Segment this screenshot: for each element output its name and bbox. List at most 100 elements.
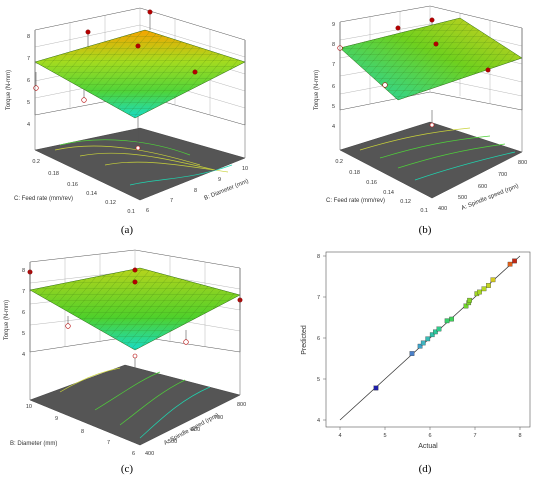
panel-b-zticks: 4 5 6 7 8 9 (332, 22, 335, 130)
y-tick-label: 4 (317, 418, 320, 424)
x-tick-label: 7 (473, 433, 476, 439)
scatter-point (477, 289, 482, 295)
panel-b-ylabel: C: Feed rate (mm/rev) (326, 198, 385, 204)
tick-label: 6 (22, 310, 25, 316)
x-tick-label: 6 (428, 433, 431, 439)
tick-label: 7 (22, 289, 25, 295)
tick-label: 9 (332, 22, 335, 28)
tick-label: 8 (332, 42, 335, 48)
y-tick-label: 5 (317, 377, 320, 383)
panel-b: 4 5 6 7 8 9 Torque (N-mm) 400 500 600 70… (314, 5, 527, 236)
tick-label: 0.14 (86, 191, 97, 197)
scatter-point (433, 329, 438, 335)
tick-label: 7 (107, 440, 110, 446)
tick-label: 8 (194, 188, 197, 194)
tick-label: 7 (27, 56, 30, 62)
panel-a-xticks: 6 7 8 9 10 (146, 166, 248, 214)
panel-d: 4 5 6 7 8 4 5 6 7 8 Actual Predicted (d) (301, 251, 531, 475)
panel-c-floor (29, 364, 241, 446)
scatter-point (512, 258, 517, 264)
tick-label: 4 (332, 124, 335, 130)
tick-label: 600 (191, 427, 200, 433)
panel-a-yticks: 0.1 0.12 0.14 0.16 0.18 0.2 (32, 159, 135, 215)
panel-b-points (337, 17, 491, 128)
scatter-point (481, 286, 487, 292)
scatter-point (417, 343, 423, 349)
tick-label: 10 (26, 404, 32, 410)
panel-c-yticks: 6 7 8 9 10 (26, 404, 135, 457)
scatter-point (444, 318, 450, 324)
tick-label: 9 (55, 416, 58, 422)
x-tick-label: 8 (518, 433, 521, 439)
panel-c-zticks: 4 5 6 7 8 (22, 268, 25, 358)
x-tick-label: 4 (338, 433, 341, 439)
panel-a-zlabel: Torque (N-mm) (6, 70, 12, 110)
tick-label: 6 (132, 451, 135, 457)
panel-a-points (33, 9, 198, 151)
panel-c-ylabel: B: Diameter (mm) (10, 441, 57, 447)
panel-b-xticks: 400 500 600 700 800 (438, 160, 527, 212)
panel-a-zticks: 4 5 6 7 8 (27, 34, 30, 128)
panel-a-ylabel: C: Feed rate (mm/rev) (14, 196, 73, 202)
tick-label: 700 (498, 172, 507, 178)
tick-label: 600 (478, 184, 487, 190)
tick-label: 0.14 (383, 190, 394, 196)
tick-label: 500 (458, 195, 467, 201)
tick-label: 400 (145, 451, 154, 457)
panel-c-contours (59, 367, 211, 439)
scatter-point (463, 303, 469, 309)
tick-label: 10 (242, 166, 248, 172)
tick-label: 500 (168, 439, 177, 445)
tick-label: 4 (27, 122, 30, 128)
tick-label: 0.2 (32, 159, 40, 165)
panel-d-points (373, 258, 517, 391)
tick-label: 0.18 (349, 170, 360, 176)
tick-label: 0.2 (335, 159, 343, 165)
scatter-point (507, 261, 513, 267)
panel-a: 4 5 6 7 8 Torque (N-mm) 6 7 8 9 10 B: Di… (6, 7, 250, 236)
x-tick-label: 5 (383, 433, 386, 439)
tick-label: 5 (27, 100, 30, 106)
tick-label: 4 (22, 352, 25, 358)
panel-d-caption: (d) (419, 463, 432, 475)
panel-b-xlabel: A: Spindle speed (rpm) (461, 183, 520, 212)
panel-b-contours (359, 127, 516, 181)
tick-label: 8 (27, 34, 30, 40)
tick-label: 5 (332, 104, 335, 110)
panel-b-caption: (b) (419, 224, 432, 236)
tick-label: 0.12 (105, 200, 116, 206)
tick-label: 800 (518, 160, 527, 166)
y-tick-label: 6 (317, 336, 320, 342)
panel-a-xlabel: B: Diameter (mm) (204, 179, 250, 202)
panel-c: 4 5 6 7 8 Torque (N-mm) 400 500 600 700 … (4, 249, 246, 475)
tick-label: 9 (218, 177, 221, 183)
panel-c-xticks: 400 500 600 700 800 (145, 402, 246, 457)
scatter-point (449, 316, 454, 322)
tick-label: 0.1 (420, 208, 428, 214)
tick-label: 8 (81, 429, 84, 435)
tick-label: 8 (22, 268, 25, 274)
scatter-point (490, 277, 496, 283)
scatter-point (425, 336, 431, 342)
tick-label: 6 (332, 84, 335, 90)
panel-b-zlabel: Torque (N-mm) (314, 70, 320, 110)
tick-label: 6 (27, 78, 30, 84)
panel-a-contours (54, 139, 233, 186)
panel-c-zlabel: Torque (N-mm) (4, 300, 10, 340)
scatter-point (467, 297, 472, 303)
tick-label: 5 (22, 331, 25, 337)
panel-c-caption: (c) (121, 463, 134, 475)
tick-label: 700 (214, 415, 223, 421)
tick-label: 0.1 (127, 209, 135, 215)
tick-label: 7 (170, 198, 173, 204)
tick-label: 0.12 (400, 199, 411, 205)
tick-label: 0.16 (366, 180, 377, 186)
scatter-point (436, 326, 442, 332)
scatter-point (429, 332, 435, 338)
panel-d-ylabel: Predicted (301, 325, 308, 355)
scatter-point (486, 283, 491, 288)
scatter-point (409, 351, 415, 356)
scatter-point (373, 385, 379, 391)
panel-a-floor (34, 127, 246, 201)
